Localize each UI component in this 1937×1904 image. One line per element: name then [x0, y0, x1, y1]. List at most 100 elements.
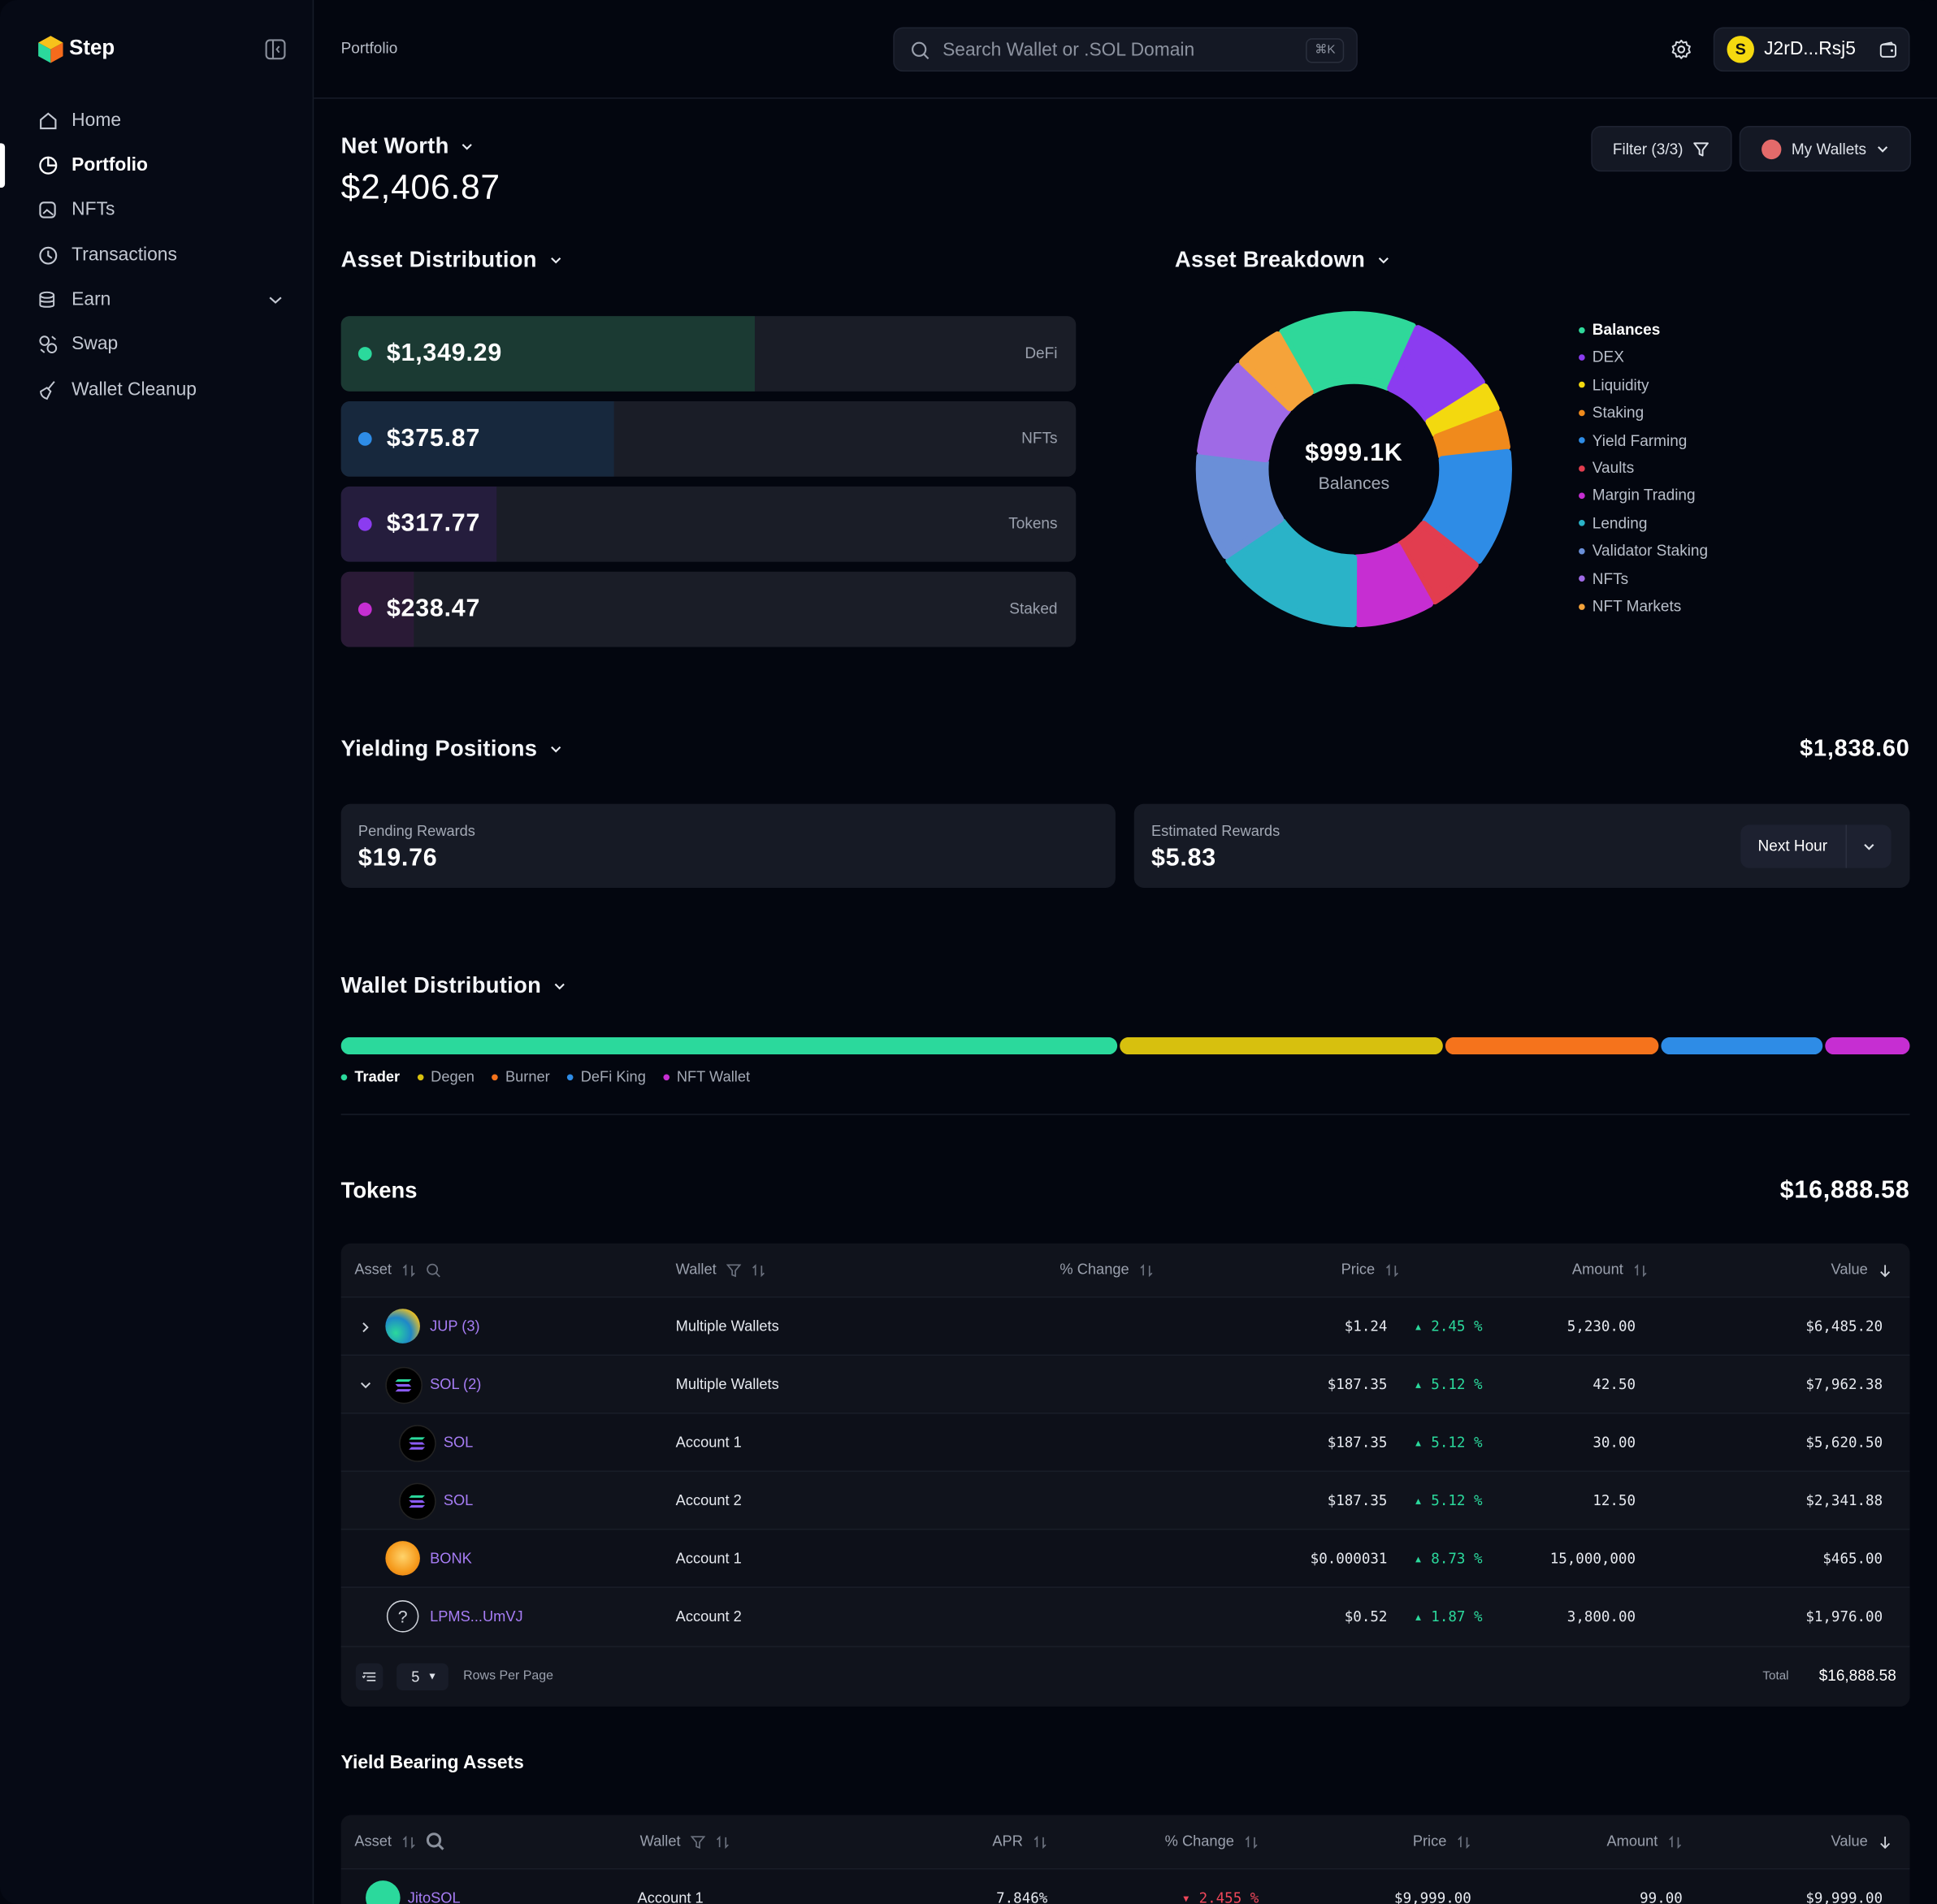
icon [1245, 1835, 1258, 1849]
icon [40, 381, 55, 400]
icon-part [47, 250, 53, 259]
column-header[interactable]: Price [1341, 1244, 1400, 1296]
token-row[interactable]: JUP (3) Multiple Wallets ▴ 2.45 % $1.24 … [340, 1296, 1910, 1357]
density-button[interactable] [355, 1663, 384, 1691]
icon [1386, 1263, 1398, 1277]
icon-part [1879, 43, 1897, 58]
column-header[interactable]: % Change [1165, 1815, 1259, 1868]
nav-wallet-cleanup[interactable]: Wallet Cleanup [37, 375, 197, 405]
header-label: Asset [354, 1261, 392, 1279]
header-label: Amount [1606, 1832, 1658, 1850]
decoration [358, 602, 372, 617]
nav-nfts[interactable]: NFTs [37, 195, 115, 224]
donut-segment [1279, 311, 1416, 395]
donut-segment [1197, 362, 1292, 463]
asset-name: BONK [430, 1549, 472, 1568]
asset-distribution-title[interactable]: Asset Distribution [341, 247, 562, 273]
tokens-title: Tokens [340, 1178, 418, 1203]
section-title: Asset Distribution [340, 247, 537, 272]
period-select[interactable]: Next Hour [1740, 824, 1892, 868]
legend-label: NFTs [1592, 569, 1629, 587]
column-header[interactable]: Wallet [676, 1244, 766, 1296]
value-cell: $1,976.00 [1805, 1608, 1883, 1625]
price-cell: $187.35 [1327, 1433, 1388, 1452]
column-header[interactable]: APR [992, 1815, 1047, 1868]
donut-center-value: $999.1K [1305, 439, 1403, 467]
token-row[interactable]: ? LPMS...UmVJ Account 2 ▴ 1.87 % $0.52 3… [340, 1586, 1910, 1646]
amount-cell: 3,800.00 [1566, 1608, 1636, 1625]
legend-item: Degen [417, 1068, 474, 1085]
column-header[interactable]: Amount [1572, 1244, 1648, 1296]
column-header[interactable]: Asset [354, 1244, 440, 1296]
legend-dot [492, 1073, 498, 1080]
column-header[interactable]: % Change [1060, 1244, 1154, 1296]
legend-label: Yield Farming [1592, 431, 1688, 449]
column-header[interactable]: Wallet [640, 1815, 730, 1868]
wallet-cell: Account 2 [675, 1608, 742, 1625]
token-icon [399, 1482, 436, 1521]
search-box[interactable]: Search Wallet or .SOL Domain ⌘K [893, 27, 1358, 72]
filter-button[interactable]: Filter (3/3) [1591, 126, 1732, 172]
search-placeholder: Search Wallet or .SOL Domain [942, 39, 1195, 61]
icon-part [40, 381, 55, 400]
legend-item: Burner [492, 1068, 550, 1085]
nav-portfolio[interactable]: Portfolio [37, 150, 148, 180]
icon [426, 1833, 444, 1850]
legend-label: Staking [1592, 404, 1644, 422]
nav-label: Swap [72, 333, 119, 355]
nav-transactions[interactable]: Transactions [37, 240, 177, 270]
change-value: 5.12 % [1431, 1491, 1483, 1509]
legend-dot [567, 1073, 574, 1080]
wallet-distribution-title[interactable]: Wallet Distribution [341, 973, 566, 999]
change-cell: ▴ 5.12 % [1414, 1433, 1483, 1452]
icon-part [1890, 49, 1894, 52]
nav-home[interactable]: Home [37, 106, 121, 136]
icon [1880, 1264, 1891, 1277]
column-header[interactable]: Value [1831, 1815, 1893, 1868]
column-header[interactable]: Value [1831, 1244, 1893, 1296]
decoration [340, 316, 755, 392]
token-row[interactable]: SOL Account 2 ▴ 5.12 % $187.35 12.50 $2,… [340, 1470, 1910, 1530]
icon-part [426, 1833, 442, 1848]
icon [40, 112, 57, 130]
yield-row[interactable]: JitoSOL Account 1 7.846% ▾ 2.455 % $9,99… [340, 1867, 1910, 1904]
value-cell: $9,999.00 [1805, 1889, 1883, 1904]
net-worth-title[interactable]: Net Worth [341, 133, 474, 159]
column-header[interactable]: Amount [1606, 1815, 1682, 1868]
collapse-button[interactable] [264, 38, 286, 60]
distribution-label: DeFi [1025, 344, 1058, 362]
table-footer: 5 ▼ Rows Per Page Total $16,888.58 [340, 1646, 1910, 1707]
value-cell: $7,962.38 [1805, 1375, 1883, 1393]
decoration [1845, 824, 1847, 868]
legend-dot [1579, 465, 1585, 471]
nav-swap[interactable]: Swap [37, 330, 119, 359]
asset-name: SOL [443, 1433, 474, 1452]
yielding-title[interactable]: Yielding Positions [341, 736, 562, 762]
icon [39, 156, 58, 175]
rows-per-page-select[interactable]: 5 ▼ [396, 1663, 448, 1691]
token-row[interactable]: SOL Account 1 ▴ 5.12 % $187.35 30.00 $5,… [340, 1412, 1910, 1472]
my-wallets-label: My Wallets [1791, 140, 1867, 158]
icon [409, 1495, 426, 1508]
change-value: 2.455 % [1198, 1889, 1259, 1904]
value-cell: $6,485.20 [1805, 1317, 1883, 1335]
token-row[interactable]: SOL (2) Multiple Wallets ▴ 5.12 % $187.3… [340, 1354, 1910, 1414]
wallet-button[interactable]: S J2rD...Rsj5 [1713, 27, 1910, 72]
column-header[interactable]: Price [1413, 1815, 1471, 1868]
column-header[interactable]: Asset [354, 1815, 444, 1868]
price-cell: $187.35 [1327, 1375, 1388, 1393]
icon-part [1634, 1263, 1647, 1277]
asset-breakdown-title[interactable]: Asset Breakdown [1175, 247, 1390, 273]
my-wallets-button[interactable]: My Wallets [1739, 126, 1912, 172]
price-cell: $9,999.00 [1394, 1889, 1471, 1904]
nav-label: Portfolio [72, 154, 148, 175]
icon-part [40, 112, 57, 130]
token-row[interactable]: BONK Account 1 ▴ 8.73 % $0.000031 15,000… [340, 1528, 1910, 1588]
donut-segment [1353, 543, 1434, 628]
header-label: % Change [1164, 1832, 1234, 1850]
nav-earn[interactable]: Earn [37, 285, 110, 314]
sidebar: Step Home Portfolio NFTs Transactions Ea… [0, 0, 314, 1904]
wallet-segment [1661, 1036, 1823, 1055]
settings-button[interactable] [1670, 38, 1692, 60]
nav-label: NFTs [72, 198, 115, 220]
